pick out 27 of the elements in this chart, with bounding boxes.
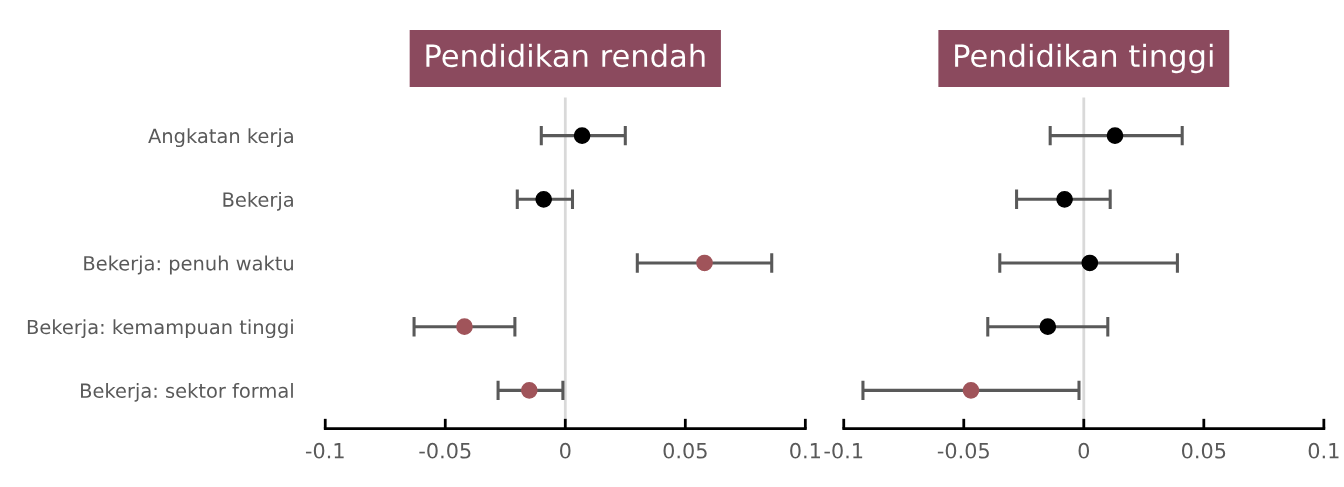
x-tick-label: 0.1: [1308, 442, 1339, 459]
point: [573, 127, 591, 144]
point: [1039, 318, 1057, 335]
y-tick-label: Bekerja: [223, 191, 293, 211]
point: [535, 190, 553, 208]
x-tick-label: -0.05: [419, 442, 471, 459]
chart-title: Pendidikan rendah: [426, 43, 705, 68]
y-tick-label: Bekerja: sektor formal: [81, 382, 293, 402]
point: [1106, 127, 1124, 144]
point: [962, 382, 980, 399]
x-tick-label: -0.05: [937, 442, 989, 459]
x-tick-label: 0: [1078, 442, 1090, 459]
y-tick-label: Bekerja: kemampuan tinggi: [27, 319, 293, 339]
x-tick-label: 0.05: [1182, 442, 1226, 459]
point: [520, 382, 538, 399]
point: [1081, 254, 1099, 272]
chart-title: Pendidikan tinggi: [955, 43, 1213, 74]
x-tick-label: -0.1: [824, 442, 863, 459]
y-tick-label: Angkatan kerja: [148, 128, 293, 148]
point: [1056, 190, 1073, 208]
point: [696, 254, 713, 272]
x-tick-label: 0.05: [663, 442, 707, 459]
point: [456, 318, 473, 335]
x-tick-label: 0.1: [790, 442, 820, 459]
y-tick-label: Bekerja: penuh waktu: [84, 255, 293, 275]
x-tick-label: 0: [560, 442, 571, 459]
x-tick-label: -0.1: [305, 442, 344, 459]
